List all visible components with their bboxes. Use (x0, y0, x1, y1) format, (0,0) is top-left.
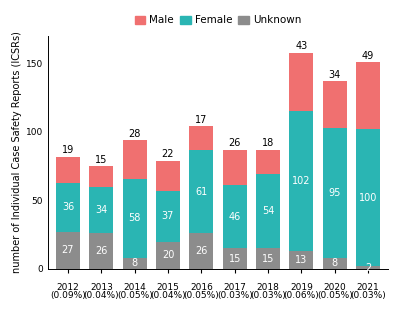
Text: 28: 28 (128, 129, 141, 139)
Text: 26: 26 (228, 138, 241, 148)
Text: 2020: 2020 (323, 283, 346, 292)
Bar (89, 166, 113, 187)
Text: (0.03%): (0.03%) (250, 291, 286, 300)
Text: (0.03%): (0.03%) (350, 291, 386, 300)
Bar (289, 52, 313, 112)
Bar (356, 129, 380, 266)
Text: 8: 8 (332, 258, 338, 269)
Text: 34: 34 (95, 205, 108, 215)
Text: 13: 13 (295, 255, 308, 265)
Bar (156, 241, 180, 269)
Bar (56, 232, 80, 269)
Text: 15: 15 (228, 254, 241, 264)
Text: 26: 26 (95, 246, 108, 256)
Text: (0.04%): (0.04%) (150, 291, 186, 300)
Text: (0.09%): (0.09%) (50, 291, 86, 300)
Text: 8: 8 (132, 258, 138, 269)
Text: 2016: 2016 (190, 283, 213, 292)
Text: 58: 58 (128, 213, 141, 223)
Text: (0.05%): (0.05%) (117, 291, 152, 300)
Text: 95: 95 (328, 188, 341, 198)
Text: 49: 49 (362, 51, 374, 61)
Bar (56, 183, 80, 232)
Text: 15: 15 (95, 155, 108, 165)
Bar (189, 127, 213, 150)
Text: 61: 61 (195, 187, 208, 196)
Text: 20: 20 (162, 250, 174, 260)
Bar (156, 191, 180, 241)
Bar (323, 81, 347, 128)
Text: 2015: 2015 (156, 283, 180, 292)
Text: 27: 27 (62, 245, 74, 256)
Bar (89, 187, 113, 233)
Bar (89, 233, 113, 269)
Text: 2013: 2013 (90, 283, 113, 292)
Bar (323, 258, 347, 269)
Bar (256, 248, 280, 269)
Text: 2: 2 (365, 263, 371, 273)
Bar (123, 178, 147, 258)
Bar (223, 248, 247, 269)
Text: 46: 46 (228, 212, 241, 222)
Bar (223, 185, 247, 248)
Text: 17: 17 (195, 115, 208, 125)
Text: (0.06%): (0.06%) (284, 291, 319, 300)
Text: 2012: 2012 (57, 283, 79, 292)
Bar (156, 161, 180, 191)
Text: 2018: 2018 (256, 283, 280, 292)
Text: 2021: 2021 (357, 283, 379, 292)
Text: 2017: 2017 (223, 283, 246, 292)
Text: 15: 15 (262, 254, 274, 264)
Text: 54: 54 (262, 206, 274, 216)
Bar (256, 150, 280, 174)
Text: 37: 37 (162, 211, 174, 221)
Bar (123, 140, 147, 178)
Bar (189, 150, 213, 233)
Text: (0.03%): (0.03%) (217, 291, 252, 300)
Text: 2014: 2014 (123, 283, 146, 292)
Bar (189, 233, 213, 269)
Bar (56, 157, 80, 183)
Text: 34: 34 (328, 70, 341, 80)
Text: 26: 26 (195, 246, 208, 256)
Text: 19: 19 (62, 145, 74, 155)
Bar (289, 251, 313, 269)
Text: (0.05%): (0.05%) (184, 291, 219, 300)
Bar (323, 128, 347, 258)
Y-axis label: number of Individual Case Safety Reports (ICSRs): number of Individual Case Safety Reports… (12, 31, 22, 274)
Bar (123, 258, 147, 269)
Text: 36: 36 (62, 202, 74, 212)
Bar (223, 150, 247, 185)
Bar (256, 174, 280, 248)
Text: (0.05%): (0.05%) (317, 291, 352, 300)
Text: 100: 100 (359, 193, 377, 203)
Text: 102: 102 (292, 176, 310, 186)
Text: (0.04%): (0.04%) (84, 291, 119, 300)
Text: 18: 18 (262, 138, 274, 148)
Bar (356, 62, 380, 129)
Text: 2019: 2019 (290, 283, 313, 292)
Text: 22: 22 (162, 149, 174, 159)
Bar (356, 266, 380, 269)
Legend: Male, Female, Unknown: Male, Female, Unknown (130, 11, 306, 29)
Text: 43: 43 (295, 41, 308, 51)
Bar (289, 112, 313, 251)
